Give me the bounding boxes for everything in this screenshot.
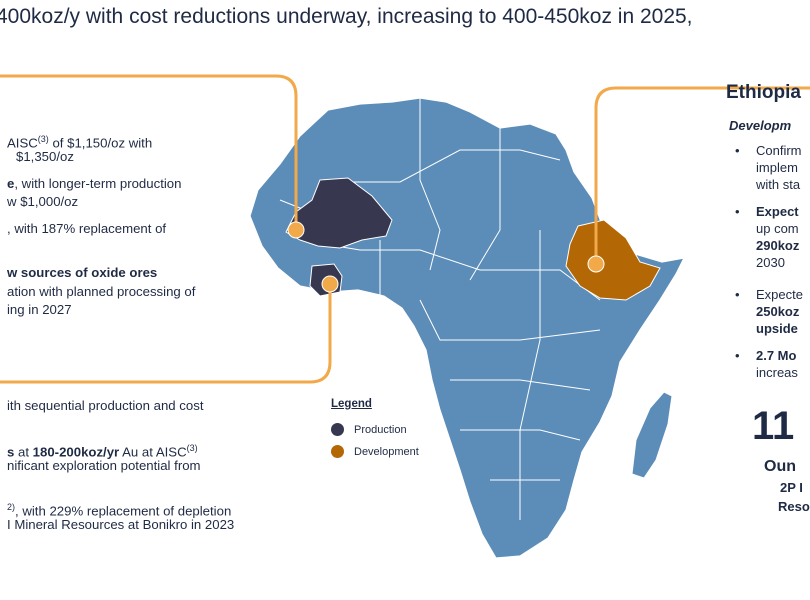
legend-label-development: Development [354, 445, 419, 458]
lower-line-1: ith sequential production and cost [7, 398, 204, 413]
eth-b1-l3: with sta [756, 177, 801, 192]
left-line-4: w $1,000/oz [7, 194, 79, 209]
lower-line-3: nificant exploration potential from [7, 458, 201, 473]
development-swatch-icon [331, 445, 344, 458]
eth-b4-l2: increas [756, 365, 798, 380]
eth-b1-l2: implem [756, 160, 798, 175]
bullet-dot-icon: • [735, 348, 740, 363]
lower-line-5: I Mineral Resources at Bonikro in 2023 [7, 517, 235, 532]
left-line-2: $1,350/oz [16, 149, 74, 164]
eth-b3-l1: Expecte [756, 287, 803, 302]
cote-divoire-dot[interactable] [321, 275, 339, 293]
left-line-1: AISC(3) of $1,150/oz with [7, 134, 153, 151]
ethiopia-2p-label: 2P I [780, 480, 803, 495]
eth-b1-l1: Confirm [756, 143, 802, 158]
connector-ethiopia [594, 86, 810, 264]
eth-b2-l3: 290koz [756, 238, 800, 253]
ethiopia-subtitle: Developm [729, 118, 792, 133]
country-borders [279, 98, 601, 520]
left-line-7: ation with planned processing of [7, 284, 196, 299]
bullet-dot-icon: • [735, 204, 740, 219]
ethiopia-dot[interactable] [587, 255, 605, 273]
connector-cote-divoire [0, 284, 332, 384]
bullet-dot-icon: • [735, 287, 740, 302]
left-line-5: , with 187% replacement of [7, 221, 167, 236]
eth-b2-l1: Expect [756, 204, 799, 219]
eth-b3-l3: upside [756, 321, 798, 336]
africa-continent [249, 97, 686, 559]
eth-b2-l2: up com [756, 221, 799, 236]
ethiopia-country [565, 219, 661, 301]
eth-b3-l2: 250koz [756, 304, 800, 319]
lower-line-2: s at 180-200koz/yr Au at AISC(3) [7, 443, 198, 460]
legend-item-production: Production [331, 423, 407, 436]
bullet-dot-icon: • [735, 143, 740, 158]
eth-b4-l1: 2.7 Mo [756, 348, 797, 363]
eth-b2-l4: 2030 [756, 255, 785, 270]
connector-lines [0, 74, 810, 384]
ethiopia-title: Ethiopia [726, 82, 801, 103]
left-line-3: e, with longer-term production [7, 176, 182, 191]
ethiopia-big-number: 11 [752, 404, 795, 448]
ethiopia-reso-label: Reso [778, 499, 810, 514]
production-swatch-icon [331, 423, 344, 436]
headline: 400koz/y with cost reductions underway, … [0, 5, 693, 28]
legend-title: Legend [331, 398, 372, 410]
left-line-8: ing in 2027 [7, 302, 72, 317]
left-line-6: w sources of oxide ores [7, 265, 158, 280]
ethiopia-ounces-label: Oun [764, 458, 796, 475]
legend-item-development: Development [331, 445, 419, 458]
lower-line-4: 2), with 229% replacement of depletion [7, 502, 232, 519]
madagascar [631, 391, 673, 479]
mali-dot[interactable] [287, 221, 305, 239]
connector-mali [0, 74, 298, 232]
legend-label-production: Production [354, 423, 407, 436]
